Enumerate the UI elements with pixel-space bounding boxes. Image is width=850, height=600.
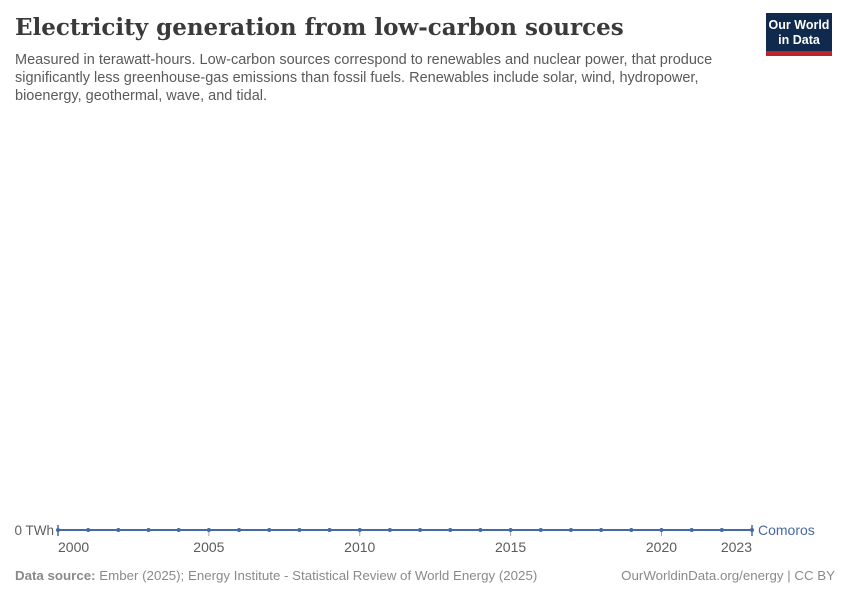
data-point[interactable] (659, 528, 664, 532)
data-point[interactable] (508, 528, 513, 532)
x-tick-label: 2010 (344, 539, 376, 555)
entity-label[interactable]: Comoros (758, 522, 815, 538)
chart-footer: Data source: Ember (2025); Energy Instit… (15, 568, 835, 583)
owid-logo[interactable]: Our World in Data (766, 13, 832, 56)
data-source-note: Data source: Ember (2025); Energy Instit… (15, 568, 537, 583)
data-source-text: Ember (2025); Energy Institute - Statist… (99, 568, 538, 583)
data-point[interactable] (719, 528, 724, 532)
data-point[interactable] (387, 528, 392, 532)
data-point[interactable] (237, 528, 242, 532)
chart-subtitle: Measured in terawatt-hours. Low-carbon s… (15, 52, 713, 104)
data-point[interactable] (86, 528, 91, 532)
data-source-prefix: Data source: (15, 568, 96, 583)
data-point[interactable] (750, 528, 754, 532)
data-point[interactable] (176, 528, 181, 532)
data-point[interactable] (448, 528, 453, 532)
data-point[interactable] (418, 528, 423, 532)
data-point[interactable] (146, 528, 151, 532)
attribution-link[interactable]: OurWorldinData.org/energy | CC BY (621, 568, 835, 583)
data-point[interactable] (478, 528, 483, 532)
x-tick-label: 2005 (193, 539, 225, 555)
x-tick-label: 2023 (720, 539, 752, 555)
x-tick-label: 2015 (495, 539, 527, 555)
owid-logo-line1: Our World (768, 18, 830, 32)
data-point[interactable] (689, 528, 694, 532)
chart-title: Electricity generation from low-carbon s… (15, 14, 624, 41)
data-point[interactable] (357, 528, 362, 532)
data-point[interactable] (538, 528, 543, 532)
data-point[interactable] (599, 528, 604, 532)
y-axis-tick-label: 0 TWh (14, 523, 54, 538)
data-point[interactable] (297, 528, 302, 532)
x-tick-label: 2000 (58, 539, 90, 555)
data-point[interactable] (56, 528, 60, 532)
owid-logo-line2: in Data (778, 32, 820, 47)
data-point[interactable] (116, 528, 121, 532)
data-point[interactable] (327, 528, 332, 532)
data-point[interactable] (629, 528, 634, 532)
data-point[interactable] (267, 528, 272, 532)
x-tick-label: 2020 (645, 539, 678, 555)
data-point[interactable] (206, 528, 211, 532)
data-point[interactable] (568, 528, 573, 532)
